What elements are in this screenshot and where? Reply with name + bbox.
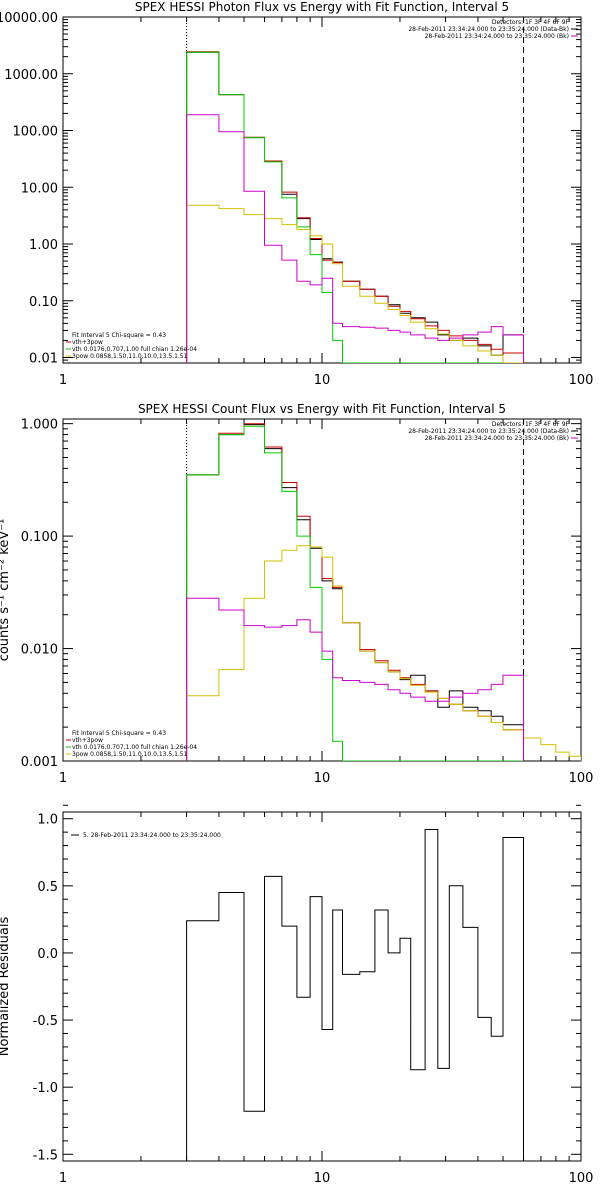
y-tick-label: 10000.00 [0, 11, 58, 26]
chart-title: SPEX HESSI Photon Flux vs Energy with Fi… [135, 0, 509, 14]
y-axis-label: counts s⁻¹ cm⁻² keV⁻¹ [0, 519, 12, 662]
series-5-28-feb-2011-23-34-24-000-to-23-35-24-000-line [186, 829, 524, 1161]
y-tick-label: 0.001 [21, 755, 58, 770]
x-tick-label: 1 [59, 771, 67, 786]
y-tick-label: 10.00 [21, 181, 58, 196]
series-group [186, 51, 524, 363]
plot-frame [62, 16, 582, 364]
legend-top-entry: Detectors: 1F 3F 4F 6F 9F [492, 421, 570, 428]
count-flux-panel: SPEX HESSI Count Flux vs Energy with Fit… [0, 402, 593, 786]
y-tick-label: 0.010 [21, 643, 58, 658]
legend-bottom-entry: 3pow 0.0858,1.50,11.0,10.0,13.5,1.51 [72, 353, 188, 360]
legend-bottom-entry: 3pow 0.0858,1.50,11.0,10.0,13.5,1.51 [72, 751, 188, 758]
x-tick-label: 1 [59, 1171, 67, 1186]
x-tick-label: 100 [569, 373, 594, 388]
residuals-panel: 1 10 100 -1.5 -1.0 -0.5 0.0 0.5 1.0 Normalized Re… [0, 804, 594, 1186]
photon-flux-panel: SPEX HESSI Photon Flux vs Energy with Fi… [0, 0, 593, 388]
x-tick-label: 10 [314, 771, 331, 786]
legend-top-entry: 28-Feb-2011 23:34:24.000 to 23:35:24.000… [408, 26, 569, 33]
series-3pow-line [186, 204, 524, 363]
x-tick-label: 1 [59, 373, 67, 388]
y-tick-label: 100.00 [13, 125, 59, 140]
x-tick-label: 10 [314, 373, 331, 388]
y-tick-label: 0.5 [37, 880, 58, 895]
legend-top-entry: 28-Feb-2011 23:34:24.000 to 23:35:24.000… [408, 428, 569, 435]
y-tick-label: 0.01 [29, 352, 58, 367]
x-tick-label: 100 [569, 771, 594, 786]
legend-bottom-entry: vth+3pow [72, 737, 103, 744]
series-group [186, 829, 524, 1161]
x-tick-label: 100 [569, 1171, 594, 1186]
legend-top-entry: 28-Feb-2011 23:34:24.000 to 23:35:24.000… [425, 435, 569, 442]
series-data-bk-line [186, 51, 524, 363]
series-3pow-line [186, 545, 581, 761]
legend-bottom-entry: vth 0.0176,0.707,1.00 full chian 1.26e-0… [72, 346, 197, 353]
y-tick-label: -1.5 [33, 1148, 58, 1163]
series-group [186, 423, 581, 761]
legend-bottom-entry: vth 0.0176,0.707,1.00 full chian 1.26e-0… [72, 744, 197, 751]
series-vth-line [186, 51, 524, 363]
y-tick-label: 0.100 [21, 530, 58, 545]
x-tick-label: 10 [314, 1171, 331, 1186]
chart-title: SPEX HESSI Count Flux vs Energy with Fit… [138, 402, 506, 416]
y-tick-label: -1.0 [33, 1081, 58, 1096]
y-tick-label: -0.5 [33, 1014, 58, 1029]
legend-entry: 5. 28-Feb-2011 23:34:24.000 to 23:35:24.… [83, 832, 221, 839]
legend-top-entry: 28-Feb-2011 23:34:24.000 to 23:35:24.000… [425, 33, 569, 40]
legend-bottom-entry: vth+3pow [72, 339, 103, 346]
y-tick-label: 0.0 [37, 947, 58, 962]
y-tick-label: 1.000 [21, 418, 58, 433]
legend-bottom-entry: Fit Interval 5 Chi-square = 0.43 [72, 730, 166, 737]
series-bk-line [186, 597, 524, 761]
y-tick-label: 1000.00 [4, 68, 58, 83]
y-axis-label: Normalized Residuals [0, 917, 12, 1057]
y-tick-label: 0.10 [29, 295, 58, 310]
series-vth-3pow-line [186, 51, 524, 363]
y-tick-label: 1.0 [37, 813, 58, 828]
legend-top-entry: Detectors: 1F 3F 4F 6F 9F [492, 19, 570, 26]
legend-bottom-entry: Fit Interval 5 Chi-square = 0.43 [72, 332, 166, 339]
y-tick-label: 1.00 [29, 238, 58, 253]
series-bk-line [186, 114, 524, 363]
